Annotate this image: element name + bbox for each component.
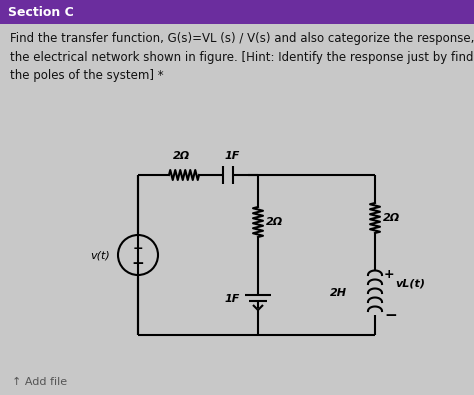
Text: 2H: 2H [330, 288, 347, 298]
Text: 2Ω: 2Ω [383, 213, 400, 223]
Text: ↑ Add file: ↑ Add file [12, 377, 67, 387]
Text: Section C: Section C [8, 6, 74, 19]
Text: 1F: 1F [224, 151, 240, 161]
Text: −: − [132, 256, 145, 271]
Text: vL(t): vL(t) [395, 278, 425, 288]
Text: 2Ω: 2Ω [173, 151, 191, 161]
FancyBboxPatch shape [0, 0, 474, 24]
Text: +: + [384, 269, 395, 282]
Text: Find the transfer function, G(s)=VL (s) / V(s) and also categorize the response,: Find the transfer function, G(s)=VL (s) … [10, 32, 474, 82]
Text: v(t): v(t) [90, 250, 110, 260]
Text: 1F: 1F [225, 294, 240, 304]
Text: 2Ω: 2Ω [266, 217, 283, 227]
Text: +: + [133, 241, 143, 254]
Text: −: − [384, 307, 397, 322]
